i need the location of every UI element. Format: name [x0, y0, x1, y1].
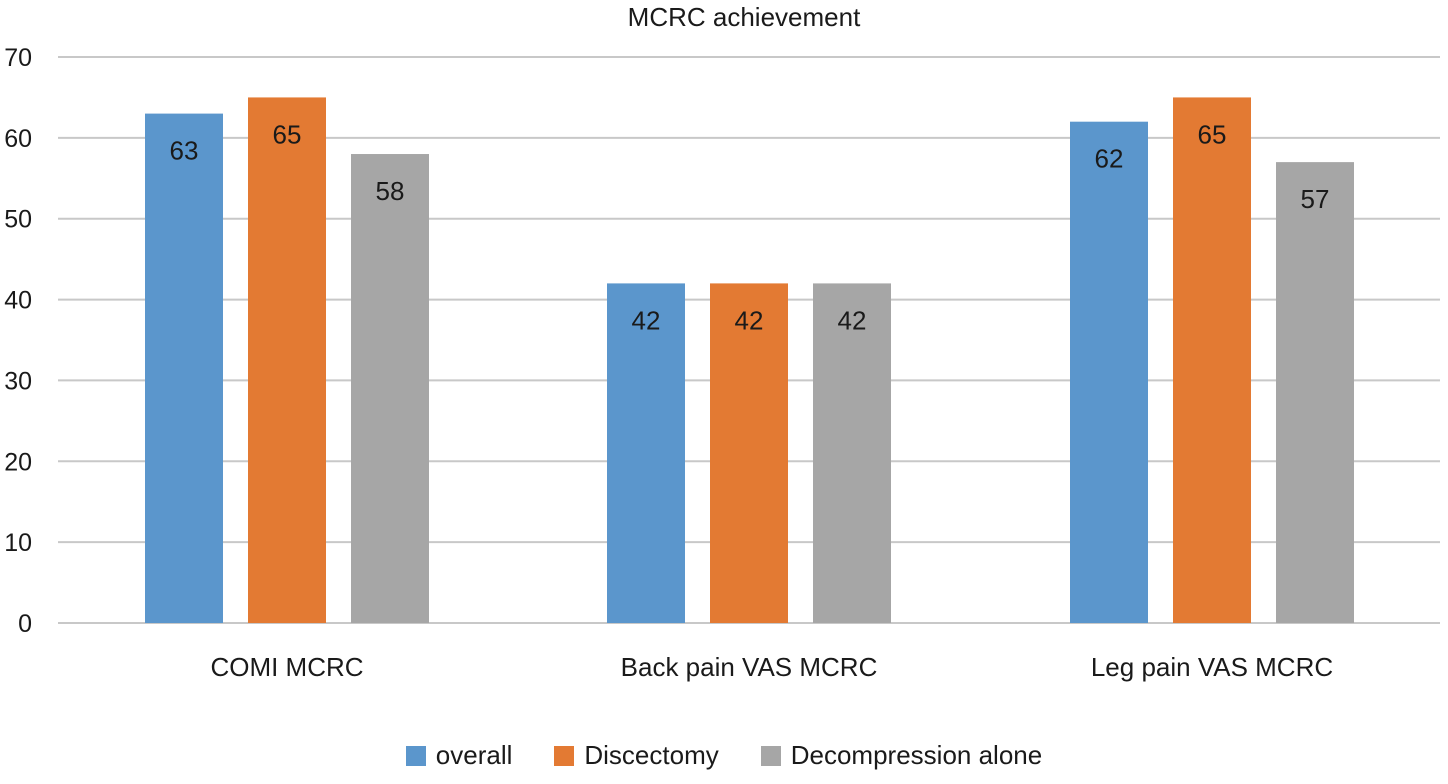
legend-label: Discectomy [584, 740, 719, 770]
y-tick-label: 10 [4, 529, 32, 557]
bar [607, 283, 685, 623]
legend-item: Discectomy [554, 740, 719, 771]
y-tick-label: 50 [4, 206, 32, 234]
legend-label: overall [435, 740, 513, 770]
legend-label: Decompression alone [790, 740, 1043, 770]
chart-legend: overall Discectomy Decompression alone [0, 740, 1448, 771]
data-label: 62 [1095, 144, 1124, 174]
y-tick-label: 30 [4, 367, 32, 395]
data-label: 42 [735, 305, 764, 335]
data-label: 65 [1198, 119, 1227, 149]
bar [1276, 162, 1354, 623]
bar [1070, 121, 1148, 623]
bar [351, 154, 429, 623]
data-label: 42 [838, 305, 867, 335]
data-label: 58 [376, 176, 405, 206]
data-label: 42 [632, 305, 661, 335]
y-tick-label: 0 [18, 610, 32, 638]
legend-swatch [760, 745, 781, 766]
legend-swatch [405, 745, 426, 766]
chart-title: MCRC achievement [627, 2, 861, 32]
data-label: 65 [273, 119, 302, 149]
x-tick-label: Back pain VAS MCRC [621, 652, 878, 682]
y-tick-label: 70 [4, 44, 32, 72]
bar [145, 113, 223, 623]
bar [710, 283, 788, 623]
y-tick-label: 20 [4, 448, 32, 476]
bar [1173, 97, 1251, 623]
data-label: 57 [1301, 184, 1330, 214]
x-tick-label: COMI MCRC [210, 652, 363, 682]
y-tick-label: 60 [4, 125, 32, 153]
legend-item: overall [405, 740, 513, 771]
legend-item: Decompression alone [760, 740, 1043, 771]
x-tick-label: Leg pain VAS MCRC [1091, 652, 1333, 682]
data-label: 63 [170, 136, 199, 166]
bar [813, 283, 891, 623]
legend-swatch [554, 745, 575, 766]
bar [248, 97, 326, 623]
y-tick-label: 40 [4, 287, 32, 315]
